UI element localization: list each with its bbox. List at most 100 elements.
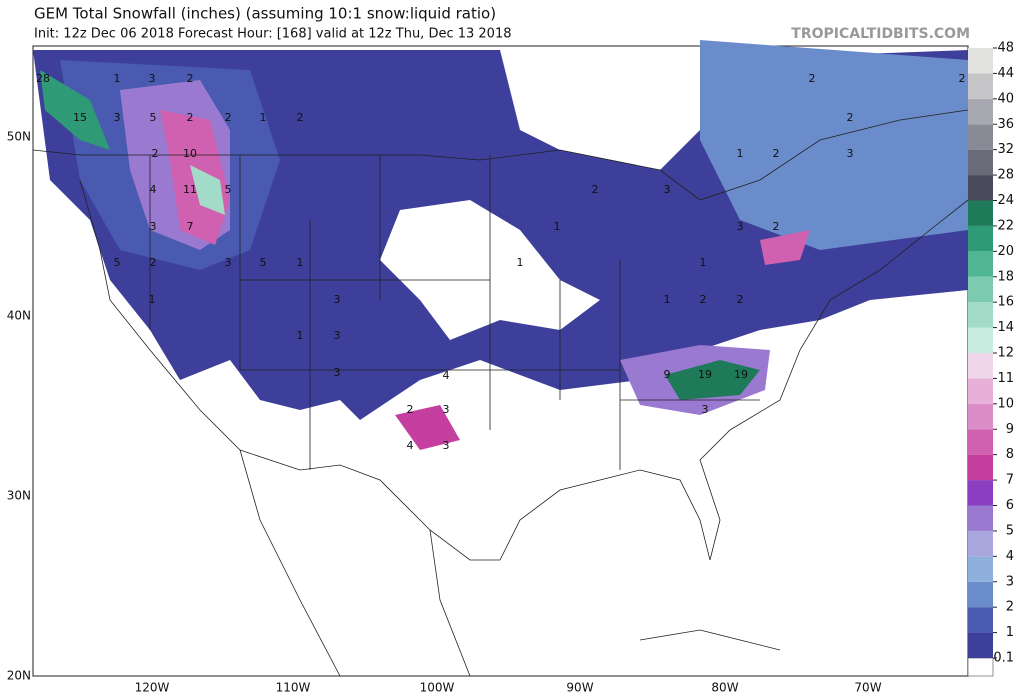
map-label: 3 xyxy=(443,439,450,452)
map-label: 1 xyxy=(260,111,267,124)
colorbar-segment xyxy=(968,556,993,582)
map-label: 4 xyxy=(150,183,157,196)
map-label: 4 xyxy=(407,439,414,452)
lat-label: 40N xyxy=(7,309,31,323)
colorbar-label: 3 xyxy=(1006,574,1014,589)
colorbar-label: 22 xyxy=(997,218,1014,233)
lat-label: 20N xyxy=(7,669,31,683)
snow-area xyxy=(40,70,110,150)
colorbar-label: 11 xyxy=(997,371,1014,386)
map-label: 2 xyxy=(700,293,707,306)
map-label: 7 xyxy=(187,220,194,233)
snow-area xyxy=(665,360,760,400)
state-lines xyxy=(149,155,760,470)
map-label: 3 xyxy=(114,111,121,124)
colorbar-label: 6 xyxy=(1006,498,1014,513)
map-label: 28 xyxy=(36,72,50,85)
map-label: 5 xyxy=(114,256,121,269)
map-label: 1 xyxy=(737,147,744,160)
map-label: 2 xyxy=(809,72,816,85)
site-credit: TROPICALTIDBITS.COM xyxy=(791,26,970,42)
colorbar-segment xyxy=(968,251,993,277)
map-label: 19 xyxy=(698,368,712,381)
colorbar-label: 40 xyxy=(997,91,1014,106)
colorbar-segment xyxy=(968,225,993,252)
map-label: 3 xyxy=(664,183,671,196)
border xyxy=(32,109,969,201)
colorbar-label: 36 xyxy=(997,117,1014,132)
map-label: 1 xyxy=(700,256,707,269)
lon-label: 120W xyxy=(135,681,170,695)
snow-area xyxy=(395,405,460,450)
lon-label: 100W xyxy=(420,681,455,695)
map-label: 3 xyxy=(334,293,341,306)
lat-label: 50N xyxy=(7,130,31,144)
colorbar-segment xyxy=(968,378,993,404)
title: GEM Total Snowfall (inches) (assuming 10… xyxy=(34,5,496,23)
map-label: 2 xyxy=(297,111,304,124)
map-label: 2 xyxy=(959,72,966,85)
colorbar-segment xyxy=(968,149,993,176)
map-label: 3 xyxy=(334,366,341,379)
colorbar-segment xyxy=(968,302,993,328)
map-label: 1 xyxy=(554,220,561,233)
colorbar-segment xyxy=(968,480,993,506)
map-label: 1 xyxy=(114,72,121,85)
lon-label: 80W xyxy=(711,681,738,695)
map-label: 5 xyxy=(225,183,232,196)
map-label: 2 xyxy=(150,256,157,269)
colorbar-label: 16 xyxy=(997,295,1014,310)
colorbar-label: 18 xyxy=(997,269,1014,284)
map-label: 11 xyxy=(183,183,197,196)
map-label: 2 xyxy=(773,147,780,160)
colorbar-segment xyxy=(968,175,993,201)
colorbar-label: 14 xyxy=(997,320,1014,335)
map-label: 3 xyxy=(334,329,341,342)
colorbar-segment xyxy=(968,454,993,481)
colorbar-segment xyxy=(968,98,993,125)
map-label: 19 xyxy=(734,368,748,381)
colorbar-segment xyxy=(968,327,993,353)
map-label: 2 xyxy=(225,111,232,124)
colorbar-segment xyxy=(968,505,993,531)
colorbar-label: 28 xyxy=(997,168,1014,183)
map-label: 3 xyxy=(150,220,157,233)
colorbar-segment xyxy=(968,276,993,303)
lon-label: 70W xyxy=(854,681,881,695)
map-label: 5 xyxy=(260,256,267,269)
snow-area xyxy=(760,230,810,265)
colorbar-label: 5 xyxy=(1006,523,1014,538)
colorbar-label: 8 xyxy=(1006,447,1014,462)
colorbar-label: 20 xyxy=(997,244,1014,259)
colorbar-label: 44 xyxy=(997,66,1014,81)
snow-area xyxy=(700,40,968,250)
colorbar-segment xyxy=(968,73,993,99)
colorbar-segment xyxy=(968,429,993,455)
map-label: 2 xyxy=(773,220,780,233)
lon-label: 110W xyxy=(276,681,311,695)
colorbar-segment xyxy=(968,124,993,150)
map-label: 4 xyxy=(443,369,450,382)
colorbar-label: 24 xyxy=(997,193,1014,208)
map-label: 3 xyxy=(443,403,450,416)
colorbar-segment xyxy=(968,200,993,226)
map-label: 1 xyxy=(149,293,156,306)
colorbar-segment xyxy=(968,353,993,379)
map-label: 5 xyxy=(150,111,157,124)
colorbar-segment xyxy=(968,581,993,608)
map-label: 2 xyxy=(847,111,854,124)
colorbar-label: 12 xyxy=(997,346,1014,361)
colorbar-label: 10 xyxy=(997,396,1014,411)
map-label: 1 xyxy=(517,256,524,269)
map-label: 2 xyxy=(737,293,744,306)
map-label: 2 xyxy=(592,183,599,196)
map-label: 10 xyxy=(183,147,197,160)
colorbar-segment xyxy=(968,607,993,633)
colorbar-label: 48 xyxy=(997,41,1014,56)
coastline xyxy=(79,179,969,561)
colorbar-segment xyxy=(968,403,993,430)
colorbar-label: 2 xyxy=(1006,600,1014,615)
colorbar-label: 32 xyxy=(997,142,1014,157)
map-label: 1 xyxy=(297,329,304,342)
